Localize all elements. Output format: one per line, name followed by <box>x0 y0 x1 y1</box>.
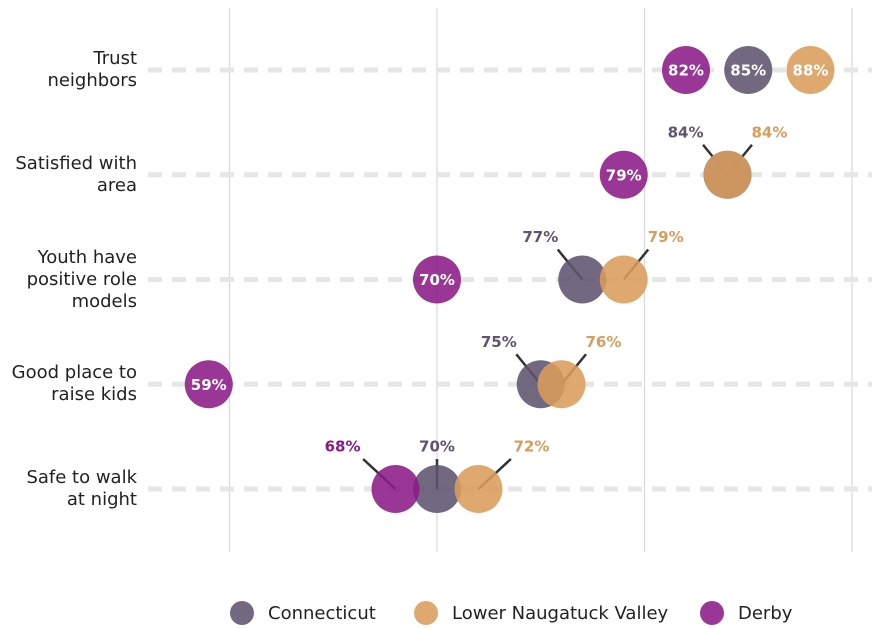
legend-label: Connecticut <box>268 603 376 624</box>
dot <box>599 150 648 199</box>
value-label: 70% <box>419 438 455 456</box>
value-label: 72% <box>514 438 550 456</box>
dot <box>413 465 461 513</box>
category-label: Satisfied with area <box>15 152 137 196</box>
value-label: 82% <box>668 62 704 80</box>
legend-swatch <box>414 601 438 625</box>
dot <box>724 46 773 94</box>
value-label: 84% <box>752 123 788 141</box>
legend-label: Lower Naugatuck Valley <box>452 603 669 624</box>
dot <box>558 255 607 304</box>
value-label: 76% <box>586 333 622 351</box>
legend-swatch <box>700 601 724 625</box>
value-label: 59% <box>191 376 227 394</box>
dot <box>786 46 835 94</box>
value-label: 77% <box>522 228 558 246</box>
value-label: 79% <box>648 228 684 246</box>
category-label: Trust neighbors <box>47 48 137 91</box>
dot <box>413 255 461 304</box>
legend-swatch <box>230 601 254 625</box>
dot <box>703 150 752 199</box>
dot <box>662 46 710 94</box>
value-label: 75% <box>481 333 517 351</box>
dot <box>537 360 586 409</box>
value-label: 68% <box>325 438 361 456</box>
value-label: 70% <box>419 271 455 289</box>
legend-label: Derby <box>738 603 793 624</box>
dot <box>184 360 233 409</box>
value-label: 84% <box>668 123 704 141</box>
category-label: Youth have positive role models <box>26 246 137 312</box>
value-label: 88% <box>793 62 829 80</box>
dot <box>599 255 648 304</box>
value-label: 79% <box>606 166 642 184</box>
value-label: 85% <box>730 62 766 80</box>
category-label: Good place to raise kids <box>11 362 137 406</box>
category-label: Safe to walk at night <box>26 467 137 510</box>
dot <box>454 465 503 513</box>
dot <box>371 465 420 513</box>
